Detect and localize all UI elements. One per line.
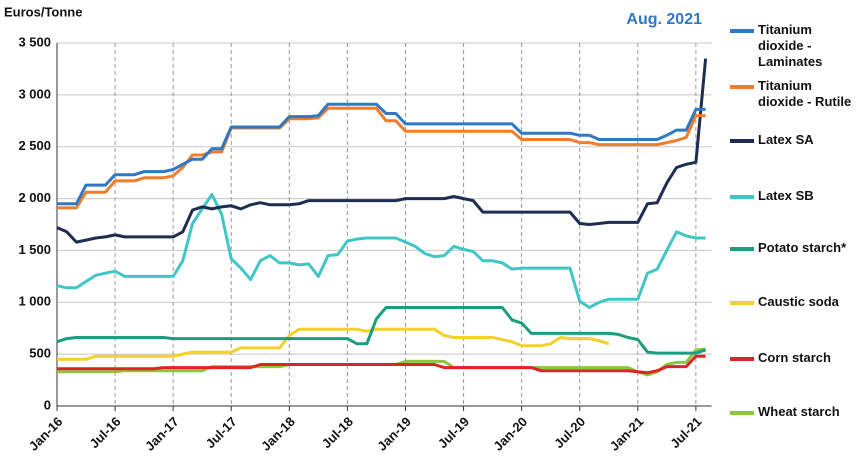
legend-label: Caustic soda xyxy=(758,294,839,309)
chart: Euros/Tonne Aug. 2021 0 500 1 000 1 500 2 00… xyxy=(4,4,712,454)
y-tick-label: 500 xyxy=(29,346,51,361)
x-tick-label: Jul-20 xyxy=(551,414,588,451)
series-line xyxy=(57,327,610,361)
legend-item: Wheat starch xyxy=(730,404,860,420)
x-tick-label: Jan-16 xyxy=(26,414,66,454)
x-tick-label: Jan-20 xyxy=(490,414,530,454)
legend-swatch xyxy=(730,195,754,199)
legend-item: Titanium dioxide - Laminates xyxy=(730,22,860,70)
legend-item: Titanium dioxide - Rutile xyxy=(730,78,860,110)
x-tick-label: Jul-17 xyxy=(203,414,240,451)
series-line xyxy=(57,106,706,210)
x-tick-label: Jan-19 xyxy=(374,414,414,454)
legend-item: Corn starch xyxy=(730,350,860,366)
series-line xyxy=(57,354,706,375)
legend-label: Latex SB xyxy=(758,188,814,203)
legend-swatch xyxy=(730,411,754,415)
legend-swatch xyxy=(730,85,754,89)
y-tick-label: 1 500 xyxy=(18,242,51,257)
legend-label: Latex SA xyxy=(758,132,814,147)
legend-swatch xyxy=(730,301,754,305)
legend-label: Titanium dioxide - Rutile xyxy=(758,78,852,109)
chart-title: Aug. 2021 xyxy=(626,11,702,28)
legend-label: Titanium dioxide - Laminates xyxy=(758,22,823,69)
legend-swatch xyxy=(730,29,754,33)
y-axis-label: Euros/Tonne xyxy=(4,4,82,19)
legend-swatch xyxy=(730,357,754,361)
x-tick-label: Jul-19 xyxy=(435,414,472,451)
x-tick-label: Jul-16 xyxy=(86,414,123,451)
legend-item: Latex SA xyxy=(730,132,860,148)
legend-swatch xyxy=(730,247,754,251)
legend-item: Potato starch* xyxy=(730,240,860,256)
y-tick-label: 1 000 xyxy=(18,294,51,309)
legend-item: Caustic soda xyxy=(730,294,860,310)
x-tick-label: Jan-17 xyxy=(142,414,182,454)
y-tick-label: 0 xyxy=(44,397,51,412)
legend: Titanium dioxide - Laminates Titanium dio… xyxy=(730,0,860,457)
legend-label: Potato starch* xyxy=(758,240,847,255)
series-line xyxy=(56,58,708,244)
legend-item: Latex SB xyxy=(730,188,860,204)
y-tick-label: 3 500 xyxy=(18,34,51,49)
series-line xyxy=(56,192,706,309)
x-tick-label: Jan-21 xyxy=(607,414,647,454)
y-tick-label: 2 000 xyxy=(18,190,51,205)
y-tick-label: 2 500 xyxy=(18,138,51,153)
x-tick-label: Jul-18 xyxy=(319,414,356,451)
x-tick-label: Jan-18 xyxy=(258,414,298,454)
legend-label: Corn starch xyxy=(758,350,831,365)
x-tick-label: Jul-21 xyxy=(667,414,704,451)
series-line xyxy=(56,306,707,355)
series-line xyxy=(57,102,706,206)
legend-swatch xyxy=(730,139,754,143)
y-tick-label: 3 000 xyxy=(18,86,51,101)
legend-label: Wheat starch xyxy=(758,404,840,419)
